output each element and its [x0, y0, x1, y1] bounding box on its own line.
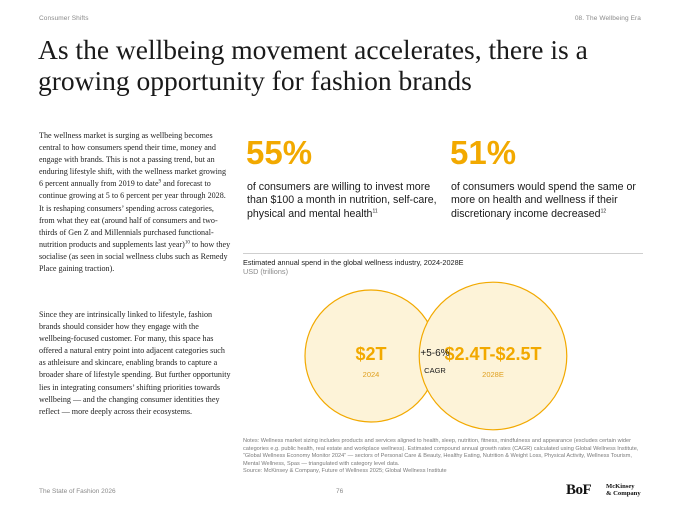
- chart-notes: Notes: Wellness market sizing includes p…: [243, 438, 643, 476]
- stat-1-description: of consumers are willing to invest more …: [247, 181, 437, 221]
- para1-text-a: The wellness market is surging as wellbe…: [39, 131, 227, 189]
- footer-publication-title: The State of Fashion 2026: [39, 488, 116, 495]
- header-section-label: Consumer Shifts: [39, 15, 89, 22]
- bubble-2028-year: 2028E: [482, 370, 504, 379]
- bubble-2024-year: 2024: [363, 370, 380, 379]
- body-paragraph-2: Since they are intrinsically linked to l…: [39, 310, 231, 416]
- chart-unit: USD (trillions): [243, 267, 288, 276]
- page-title: As the wellbeing movement accelerates, t…: [38, 34, 588, 96]
- mckinsey-logo-line-1: McKinsey: [606, 483, 635, 490]
- header-chapter-label: 08. The Wellbeing Era: [574, 15, 641, 22]
- stat-1-text: of consumers are willing to invest more …: [247, 181, 437, 220]
- wellness-spend-chart: $2T 2024 $2.4T-$2.5T 2028E +5-6% CAGR: [304, 281, 568, 431]
- bubble-2024-value: $2T: [355, 344, 386, 364]
- stat-2-text: of consumers would spend the same or mor…: [451, 181, 636, 220]
- page-number: 76: [336, 488, 344, 495]
- stat-2-description: of consumers would spend the same or mor…: [451, 181, 641, 221]
- stat-1-value: 55%: [246, 134, 313, 171]
- footnote-ref-10: 10: [184, 240, 190, 246]
- bubble-2028-value: $2.4T-$2.5T: [444, 344, 541, 364]
- growth-rate-label: CAGR: [424, 366, 446, 375]
- notes-text: Notes: Wellness market sizing includes p…: [243, 438, 639, 467]
- chart-title: Estimated annual spend in the global wel…: [243, 258, 464, 267]
- mckinsey-logo-line-2: & Company: [606, 490, 641, 498]
- bubble-2028: [418, 281, 568, 431]
- footnote-ref-11: 11: [372, 208, 378, 215]
- footnote-ref-12: 12: [600, 208, 607, 215]
- para1-text-c: to how they socialise (as seen in social…: [39, 239, 231, 274]
- mckinsey-logo: McKinsey & Company: [606, 483, 641, 498]
- body-paragraph-1: The wellness market is surging as wellbe…: [39, 130, 231, 275]
- chart-divider: [243, 253, 643, 254]
- stat-2-value: 51%: [450, 134, 517, 171]
- footnote-ref-9: 9: [158, 179, 162, 185]
- bof-logo: BoF: [566, 482, 592, 498]
- growth-rate-value: +5-6%: [420, 348, 449, 359]
- para1-text-b: and forecast to continue growing at 5 to…: [39, 179, 226, 249]
- source-text: Source: McKinsey & Company, Future of We…: [243, 468, 447, 475]
